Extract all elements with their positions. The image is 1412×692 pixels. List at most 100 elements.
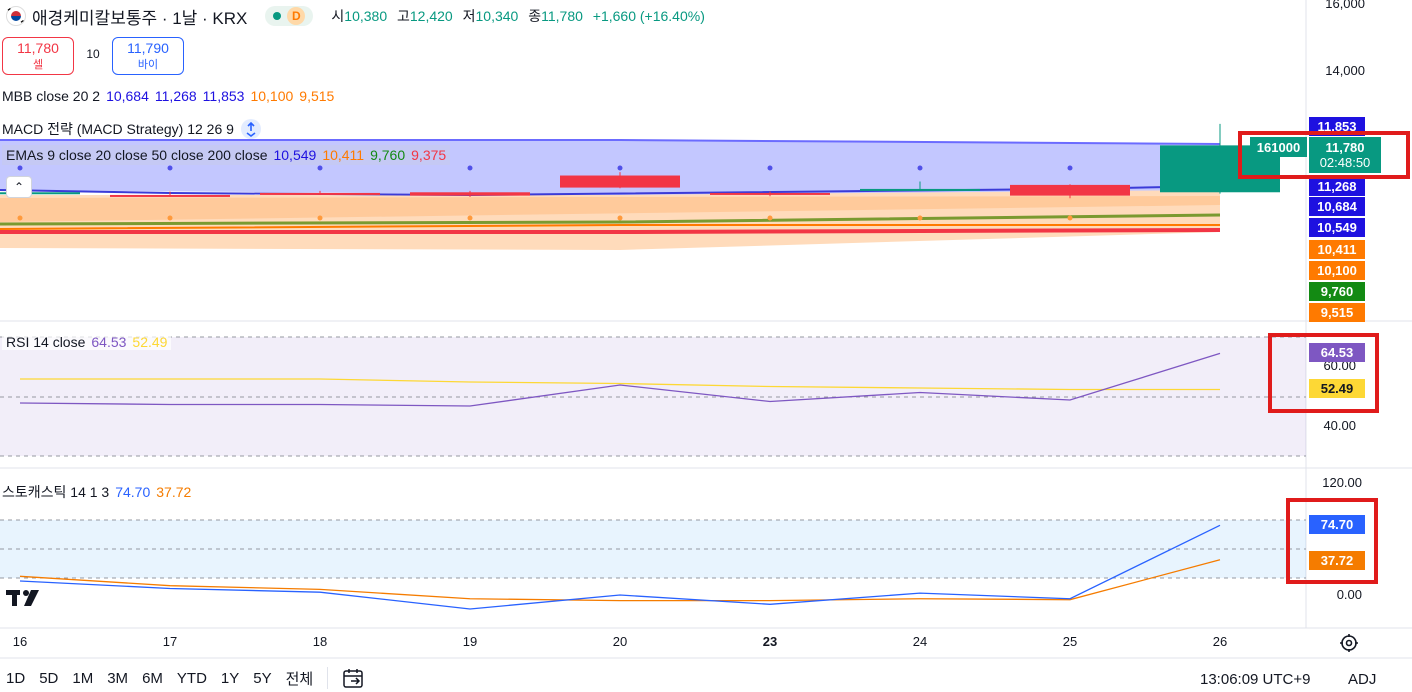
settings-gear-icon[interactable] — [1338, 632, 1360, 654]
symbol-title[interactable]: 애경케미칼보통주 · 1날 · KRX — [32, 8, 248, 28]
macd-marker — [467, 165, 473, 171]
time-label: 26 — [1212, 634, 1228, 649]
price-tick-14000: 14,000 — [1325, 63, 1365, 78]
macd-marker — [167, 215, 173, 221]
candle-body — [410, 192, 530, 196]
clock-timezone[interactable]: 13:06:09 UTC+9 — [1200, 671, 1311, 688]
macd-legend[interactable]: MACD 전략 (MACD Strategy) 12 26 9 — [2, 118, 262, 140]
market-open-icon — [273, 12, 282, 20]
stoch-k-line — [19, 524, 1221, 610]
macd-marker — [767, 215, 773, 221]
chevron-up-icon: ⌃ — [13, 180, 25, 194]
candle-body — [860, 188, 980, 191]
ema200-line — [0, 228, 1221, 234]
macd-marker — [317, 215, 323, 221]
volume-tag: 161000 — [1250, 137, 1307, 157]
emas-legend[interactable]: EMAs 9 close 20 close 50 close 200 close… — [2, 145, 451, 165]
range-6m[interactable]: 6M — [142, 669, 163, 687]
range-ytd[interactable]: YTD — [176, 669, 207, 687]
tradingview-logo-icon[interactable] — [6, 588, 44, 608]
macd-marker — [17, 215, 23, 221]
ema50-line — [0, 224, 1220, 230]
candle-body — [1010, 184, 1130, 196]
candle-body — [260, 192, 380, 195]
collapse-legend-button[interactable]: ⌃ — [6, 176, 32, 198]
time-label: 24 — [912, 634, 928, 649]
candle-body — [0, 192, 80, 195]
range-1m[interactable]: 1M — [72, 669, 94, 687]
interval-badge: D — [287, 7, 306, 25]
macd-marker — [917, 215, 923, 221]
time-label: 18 — [312, 634, 328, 649]
range-all[interactable]: 전체 — [285, 670, 314, 688]
price-tag: 11,268 — [1309, 177, 1365, 196]
range-5y[interactable]: 5Y — [253, 669, 272, 687]
change-value: +1,660 (+16.40%) — [592, 8, 705, 24]
bottom-toolbar: 1D 5D 1M 3M 6M YTD 1Y 5Y 전체 — [0, 667, 366, 689]
price-tag: 10,549 — [1309, 218, 1365, 237]
rsi-ma-value-tag: 52.49 — [1309, 379, 1365, 398]
stoch-tick-120: 120.00 — [1322, 475, 1362, 490]
sell-button[interactable]: 11,780 셀 — [2, 37, 74, 75]
upper-band-fill — [0, 140, 1220, 195]
time-label: 19 — [462, 634, 478, 649]
time-label: 25 — [1062, 634, 1078, 649]
ohlc-values: 시10,380 고12,420 저10,340 종11,780 +1,660 (… — [331, 8, 705, 24]
price-tag: 10,411 — [1309, 240, 1365, 259]
macd-marker — [617, 165, 623, 171]
bar-countdown: 02:48:50 — [1319, 155, 1371, 170]
lower-band-fill — [0, 190, 1220, 250]
rsi-value-tag: 64.53 — [1309, 343, 1365, 362]
candle-body — [110, 194, 230, 197]
price-tick-16000: 16,000 — [1325, 0, 1365, 11]
strategy-report-icon[interactable] — [240, 118, 262, 140]
rsi-tick-40: 40.00 — [1323, 418, 1356, 433]
candle-body — [710, 192, 830, 195]
time-label: 16 — [12, 634, 28, 649]
price-tag: 9,760 — [1309, 282, 1365, 301]
order-quantity[interactable]: 10 — [86, 47, 100, 61]
range-1d[interactable]: 1D — [6, 669, 26, 687]
range-5d[interactable]: 5D — [39, 669, 59, 687]
macd-marker — [1067, 165, 1073, 171]
range-3m[interactable]: 3M — [107, 669, 129, 687]
rsi-legend[interactable]: RSI 14 close 64.53 52.49 — [2, 334, 172, 350]
macd-marker — [317, 165, 323, 171]
stoch-d-tag: 37.72 — [1309, 551, 1365, 570]
date-range-icon[interactable] — [342, 667, 366, 689]
buy-button[interactable]: 11,790 바이 — [112, 37, 184, 75]
price-tag: 10,684 — [1309, 197, 1365, 216]
current-price-tag: 11,780 02:48:50 — [1309, 137, 1381, 173]
highlight-rsi-values — [1268, 333, 1379, 413]
upper-band-line — [0, 139, 1221, 145]
macd-marker — [17, 165, 23, 171]
mbb-legend[interactable]: MBB close 20 2 10,684 11,268 11,853 10,1… — [2, 88, 335, 104]
range-1y[interactable]: 1Y — [220, 669, 240, 687]
market-status[interactable]: D — [265, 6, 314, 26]
price-tag: 10,100 — [1309, 261, 1365, 280]
macd-marker — [467, 215, 473, 221]
time-label: 23 — [762, 634, 778, 649]
candle-body — [560, 175, 680, 188]
toolbar-divider — [327, 667, 329, 689]
time-label: 20 — [612, 634, 628, 649]
ema-fill — [0, 196, 1220, 222]
ema20-line — [0, 213, 1221, 226]
time-label: 17 — [162, 634, 178, 649]
macd-marker — [917, 165, 923, 171]
stoch-tick-0: 0.00 — [1336, 587, 1362, 602]
macd-marker — [1067, 215, 1073, 221]
stoch-k-tag: 74.70 — [1309, 515, 1365, 534]
price-tag: 9,515 — [1309, 303, 1365, 322]
highlight-current-price — [1238, 131, 1410, 179]
korea-flag-icon — [6, 6, 26, 26]
macd-marker — [167, 165, 173, 171]
stoch-legend[interactable]: 스토캐스틱 14 1 3 74.70 37.72 — [2, 484, 192, 500]
stoch-d-line — [19, 559, 1221, 602]
symbol-header: 애경케미칼보통주 · 1날 · KRX D 시10,380 고12,420 저1… — [0, 0, 711, 32]
highlight-stoch-values — [1286, 498, 1378, 584]
adj-toggle[interactable]: ADJ — [1348, 671, 1377, 688]
rsi-line — [19, 352, 1221, 407]
macd-marker — [617, 215, 623, 221]
